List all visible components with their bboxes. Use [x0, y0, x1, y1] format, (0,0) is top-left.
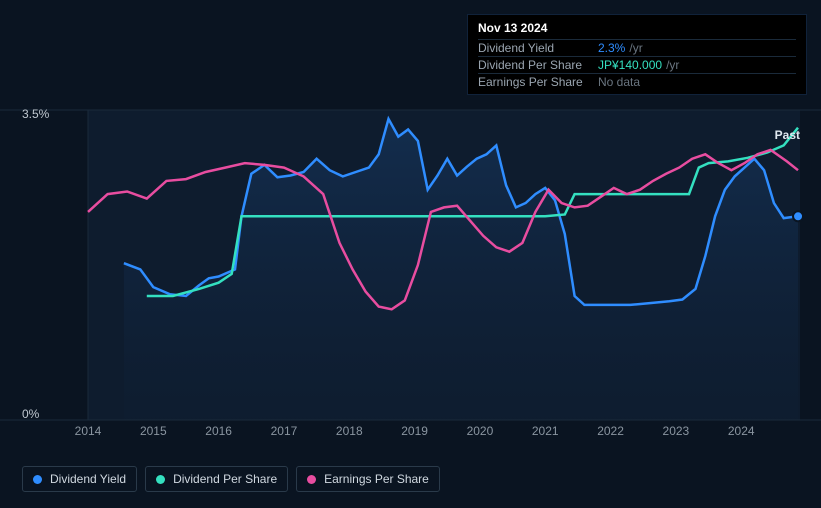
legend-swatch [156, 475, 165, 484]
legend-item-dividend-per-share[interactable]: Dividend Per Share [145, 466, 288, 492]
past-label: Past [775, 128, 800, 142]
x-tick-label: 2015 [140, 424, 167, 438]
x-tick-label: 2014 [75, 424, 102, 438]
x-tick-label: 2016 [205, 424, 232, 438]
y-tick-min: 0% [22, 407, 39, 421]
legend-label: Dividend Yield [50, 472, 126, 486]
x-tick-label: 2023 [663, 424, 690, 438]
legend-label: Dividend Per Share [173, 472, 277, 486]
tooltip-row: Dividend Yield2.3%/yr [478, 39, 796, 56]
legend-item-dividend-yield[interactable]: Dividend Yield [22, 466, 137, 492]
chart-tooltip: Nov 13 2024 Dividend Yield2.3%/yrDividen… [467, 14, 807, 95]
y-tick-max: 3.5% [22, 107, 49, 121]
legend-item-earnings-per-share[interactable]: Earnings Per Share [296, 466, 440, 492]
tooltip-row-value: 2.3%/yr [598, 41, 643, 55]
x-tick-label: 2020 [467, 424, 494, 438]
tooltip-row: Earnings Per ShareNo data [478, 73, 796, 90]
tooltip-row-value: JP¥140.000/yr [598, 58, 679, 72]
legend-swatch [33, 475, 42, 484]
tooltip-row-value: No data [598, 75, 640, 89]
tooltip-row-label: Dividend Per Share [478, 58, 598, 72]
x-tick-label: 2019 [401, 424, 428, 438]
legend: Dividend Yield Dividend Per Share Earnin… [22, 466, 440, 492]
tooltip-date: Nov 13 2024 [478, 21, 796, 39]
x-tick-label: 2022 [597, 424, 624, 438]
legend-swatch [307, 475, 316, 484]
tooltip-row-label: Earnings Per Share [478, 75, 598, 89]
x-tick-label: 2021 [532, 424, 559, 438]
x-tick-label: 2024 [728, 424, 755, 438]
tooltip-row: Dividend Per ShareJP¥140.000/yr [478, 56, 796, 73]
x-tick-label: 2017 [271, 424, 298, 438]
tooltip-row-label: Dividend Yield [478, 41, 598, 55]
legend-label: Earnings Per Share [324, 472, 429, 486]
x-tick-label: 2018 [336, 424, 363, 438]
